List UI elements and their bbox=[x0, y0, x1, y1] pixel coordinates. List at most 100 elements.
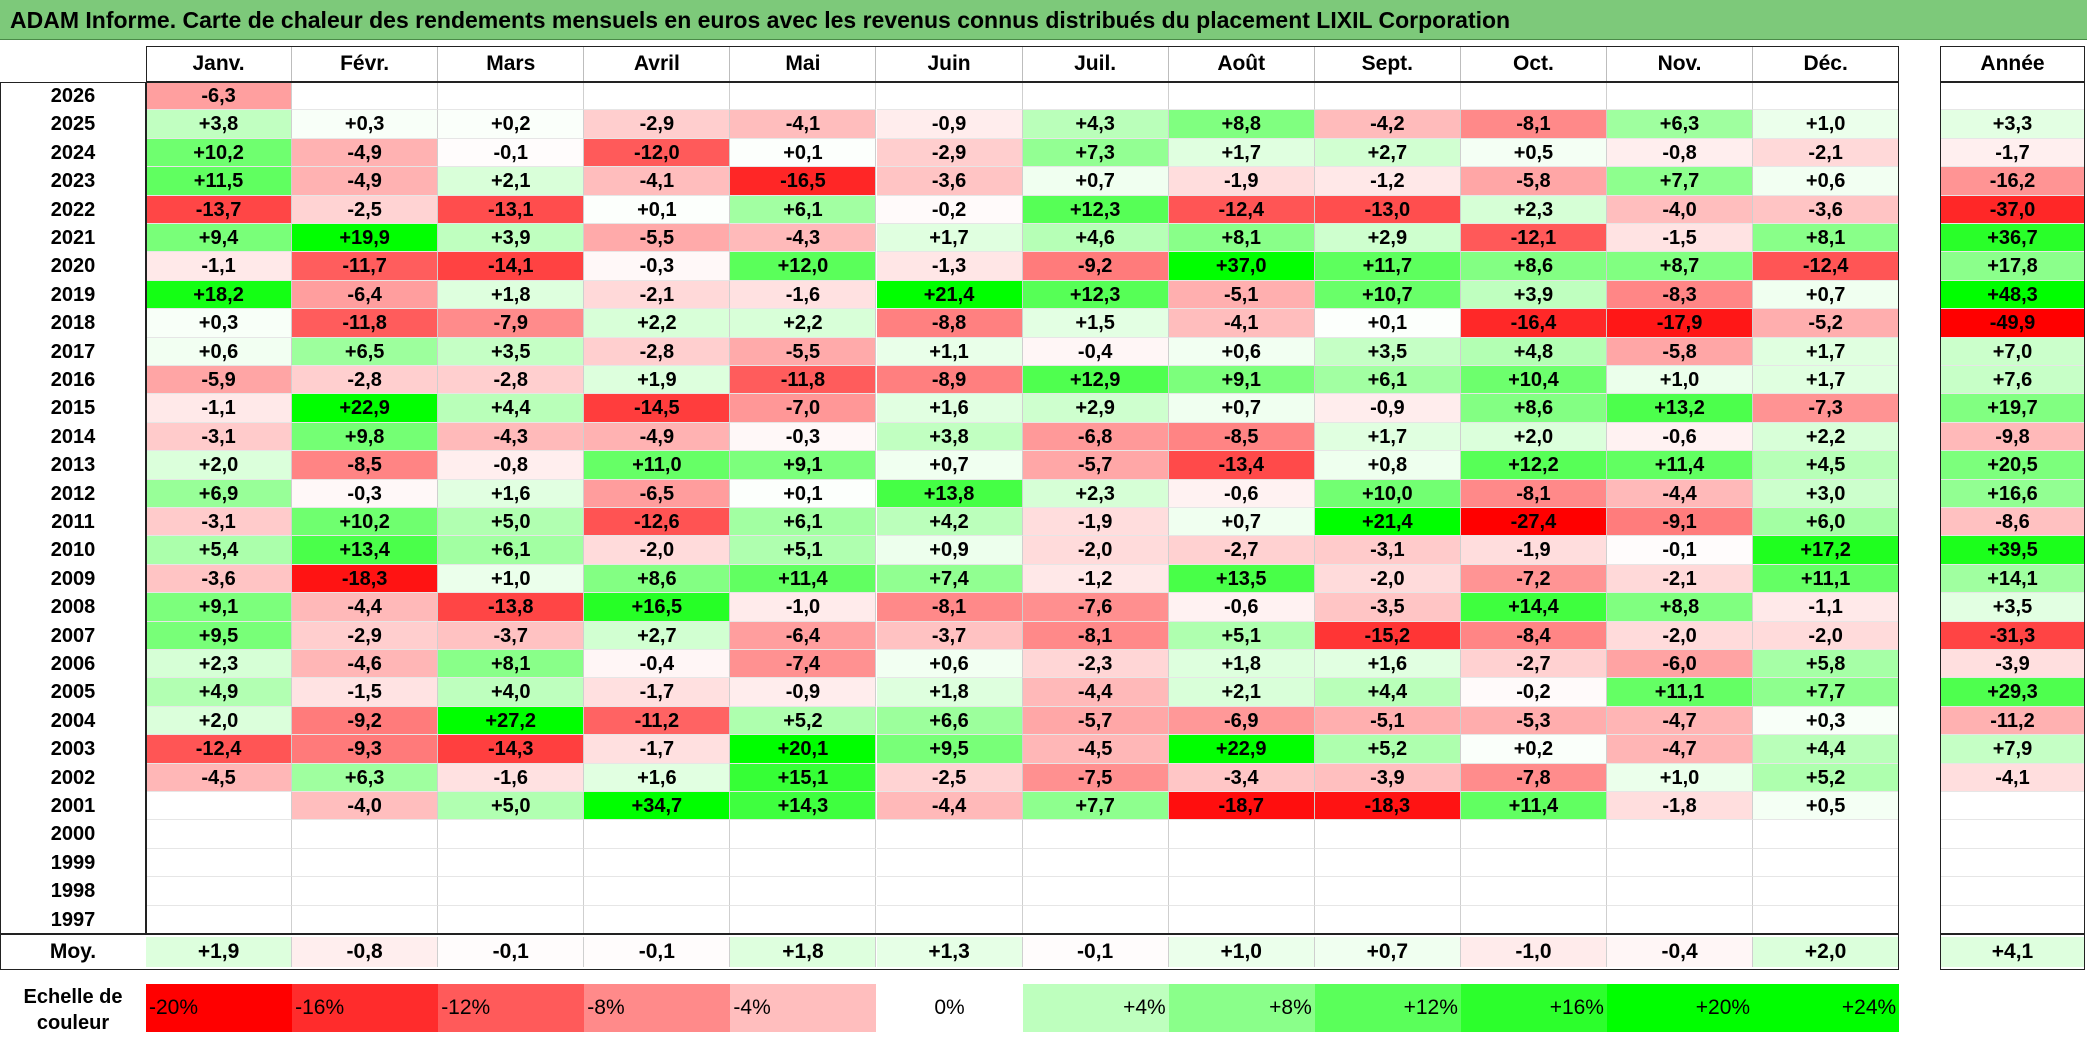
heatmap-cell: +0,1 bbox=[730, 138, 877, 168]
month-header: Juin bbox=[876, 46, 1023, 82]
heatmap-cell: +1,7 bbox=[876, 224, 1023, 253]
annual-cell: +3,5 bbox=[1940, 593, 2085, 622]
heatmap-cell: -27,4 bbox=[1460, 508, 1607, 537]
heatmap-cell: +0,8 bbox=[1314, 451, 1461, 480]
year-label: 2024 bbox=[0, 138, 146, 168]
heatmap-cell: -4,3 bbox=[730, 224, 877, 253]
month-header: Sept. bbox=[1314, 46, 1461, 82]
heatmap-cell: +2,3 bbox=[1460, 195, 1607, 224]
heatmap-cell: -1,7 bbox=[584, 678, 731, 707]
heatmap-cell: -2,8 bbox=[292, 366, 439, 395]
heatmap-cell: -2,0 bbox=[1314, 564, 1461, 594]
heatmap-cell: +3,0 bbox=[1753, 479, 1900, 508]
heatmap-cell: +3,5 bbox=[1314, 337, 1461, 366]
heatmap-cell bbox=[1022, 820, 1169, 849]
heatmap-cell: -2,1 bbox=[1607, 564, 1754, 594]
heatmap-cell bbox=[730, 905, 877, 934]
heatmap-cell: -12,4 bbox=[146, 735, 293, 764]
heatmap-cell: -8,1 bbox=[1022, 621, 1169, 650]
heatmap-cell: +9,1 bbox=[730, 451, 877, 480]
heatmap-cell bbox=[1607, 82, 1754, 111]
average-cell: +1,9 bbox=[146, 937, 293, 967]
heatmap-cell: +5,2 bbox=[730, 706, 877, 736]
heatmap-cell: -3,7 bbox=[876, 621, 1023, 650]
heatmap-cell bbox=[584, 905, 731, 934]
heatmap-cell bbox=[292, 905, 439, 934]
heatmap-cell: +2,3 bbox=[1022, 479, 1169, 508]
heatmap-cell: +13,2 bbox=[1607, 394, 1754, 423]
heatmap-cell: -4,9 bbox=[584, 422, 731, 452]
heatmap-cell: -14,3 bbox=[438, 735, 585, 764]
annual-cell: +19,7 bbox=[1940, 394, 2085, 423]
scale-swatch: -16% bbox=[292, 984, 439, 1032]
heatmap-cell: +5,0 bbox=[438, 792, 585, 821]
heatmap-cell bbox=[1607, 848, 1754, 878]
annual-cell: +14,1 bbox=[1940, 564, 2085, 594]
average-cell: +1,3 bbox=[876, 937, 1023, 967]
year-label: 1999 bbox=[0, 848, 146, 878]
heatmap-cell bbox=[1314, 820, 1461, 849]
heatmap-cell: +0,3 bbox=[146, 309, 293, 338]
heatmap-cell: +7,3 bbox=[1022, 138, 1169, 168]
year-label: 2006 bbox=[0, 650, 146, 679]
heatmap-cell: -11,8 bbox=[292, 309, 439, 338]
heatmap-cell: +1,7 bbox=[1314, 422, 1461, 452]
heatmap-cell: -14,5 bbox=[584, 394, 731, 423]
heatmap-cell bbox=[1753, 848, 1900, 878]
heatmap-cell: -3,6 bbox=[876, 167, 1023, 196]
annual-cell: -16,2 bbox=[1940, 167, 2085, 196]
heatmap-cell: -0,6 bbox=[1607, 422, 1754, 452]
heatmap-cell: -5,5 bbox=[730, 337, 877, 366]
month-header: Avril bbox=[584, 46, 731, 82]
annual-cell: +36,7 bbox=[1940, 224, 2085, 253]
heatmap-cell: +6,1 bbox=[438, 536, 585, 565]
annual-cell: -49,9 bbox=[1940, 309, 2085, 338]
heatmap-cell: -3,5 bbox=[1314, 593, 1461, 622]
heatmap-cell: -0,6 bbox=[1168, 479, 1315, 508]
heatmap-cell: -5,2 bbox=[1753, 309, 1900, 338]
heatmap-cell: -1,9 bbox=[1168, 167, 1315, 196]
heatmap-cell: -18,7 bbox=[1168, 792, 1315, 821]
heatmap-cell: -16,5 bbox=[730, 167, 877, 196]
annual-cell: +39,5 bbox=[1940, 536, 2085, 565]
month-header: Oct. bbox=[1460, 46, 1607, 82]
heatmap-cell: +3,9 bbox=[1460, 280, 1607, 310]
heatmap-cell: +13,8 bbox=[876, 479, 1023, 508]
heatmap-cell: +0,3 bbox=[1753, 706, 1900, 736]
heatmap-cell bbox=[1753, 820, 1900, 849]
year-label: 2004 bbox=[0, 706, 146, 736]
heatmap-cell: +1,8 bbox=[1168, 650, 1315, 679]
heatmap-cell: -1,7 bbox=[584, 735, 731, 764]
heatmap-cell: -6,9 bbox=[1168, 706, 1315, 736]
heatmap-cell: +0,6 bbox=[1168, 337, 1315, 366]
heatmap-cell: -4,5 bbox=[1022, 735, 1169, 764]
year-label: 1997 bbox=[0, 905, 146, 934]
year-label: 2025 bbox=[0, 110, 146, 139]
heatmap-cell: -3,6 bbox=[146, 564, 293, 594]
heatmap-cell: +10,2 bbox=[146, 138, 293, 168]
heatmap-cell: +11,7 bbox=[1314, 252, 1461, 281]
heatmap-cell bbox=[1168, 877, 1315, 906]
heatmap-cell bbox=[1607, 905, 1754, 934]
heatmap-cell: -6,0 bbox=[1607, 650, 1754, 679]
heatmap-cell: +1,6 bbox=[1314, 650, 1461, 679]
heatmap-cell: -8,1 bbox=[1460, 110, 1607, 139]
heatmap-cell: -0,3 bbox=[292, 479, 439, 508]
heatmap-cell: -1,5 bbox=[1607, 224, 1754, 253]
scale-swatch: +4% bbox=[1022, 984, 1169, 1032]
heatmap-cell: -5,5 bbox=[584, 224, 731, 253]
heatmap-cell: -8,1 bbox=[1460, 479, 1607, 508]
heatmap-cell: +4,8 bbox=[1460, 337, 1607, 366]
heatmap-cell: -14,1 bbox=[438, 252, 585, 281]
scale-swatch: +12% bbox=[1314, 984, 1461, 1032]
heatmap-cell: +11,4 bbox=[1460, 792, 1607, 821]
heatmap-cell: +1,0 bbox=[438, 564, 585, 594]
heatmap-cell: +18,2 bbox=[146, 280, 293, 310]
heatmap-cell: -3,6 bbox=[1753, 195, 1900, 224]
heatmap-cell: -4,1 bbox=[584, 167, 731, 196]
annual-cell bbox=[1940, 877, 2085, 906]
annual-average-cell: +4,1 bbox=[1940, 937, 2085, 967]
year-label: 2013 bbox=[0, 451, 146, 480]
heatmap-cell: -13,0 bbox=[1314, 195, 1461, 224]
heatmap-cell: +2,3 bbox=[146, 650, 293, 679]
